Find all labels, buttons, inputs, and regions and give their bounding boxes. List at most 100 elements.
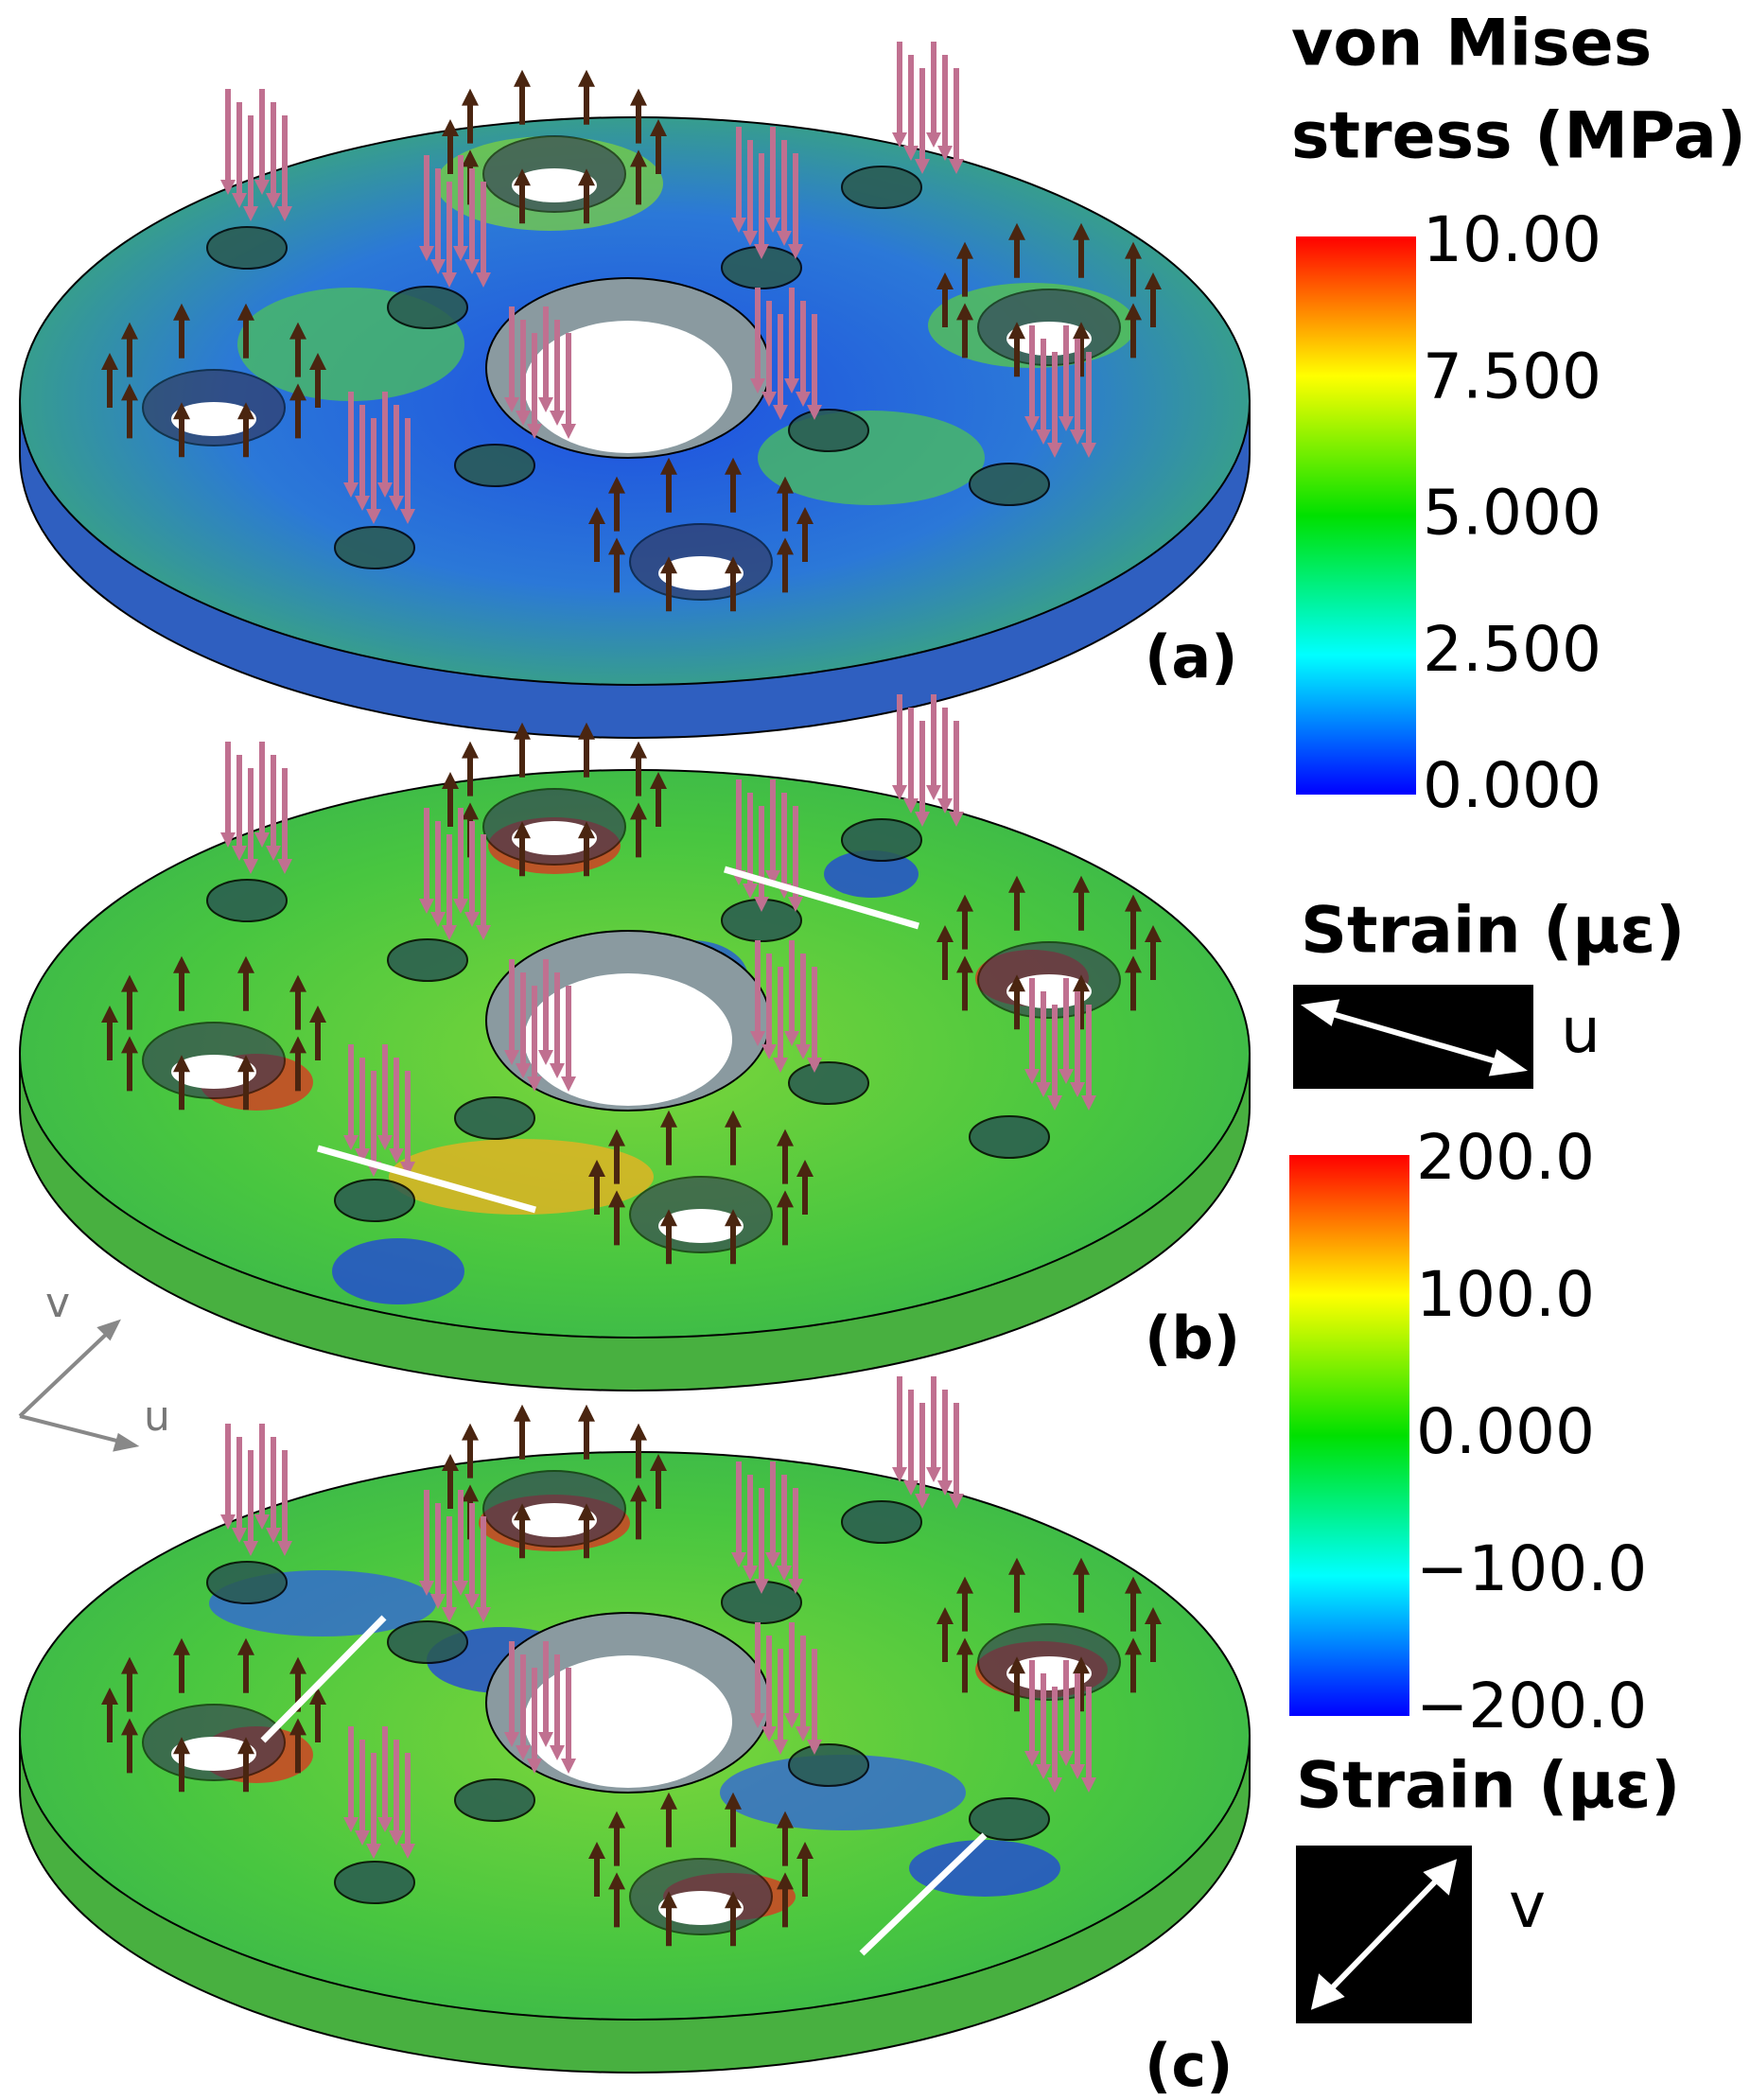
force-arrow: [750, 1031, 765, 1046]
force-arrow: [903, 146, 919, 161]
tick-label: 100.0: [1416, 1258, 1595, 1331]
force-arrow: [464, 1594, 480, 1609]
load-arrow: [1124, 303, 1142, 321]
load-arrow: [796, 1160, 814, 1177]
load-arrow: [236, 955, 254, 973]
force-arrow: [750, 1713, 765, 1728]
hole: [387, 938, 468, 982]
load-arrow: [1145, 272, 1162, 289]
load-arrow: [173, 955, 191, 973]
load-arrow: [514, 168, 532, 186]
force-arrow: [784, 378, 799, 394]
force-arrow: [761, 392, 777, 407]
load-arrow: [309, 1006, 326, 1023]
direction-label: v: [1509, 1869, 1546, 1942]
force-arrow: [232, 1528, 247, 1543]
colorbar: [1289, 1155, 1409, 1716]
load-arrow: [121, 322, 139, 340]
force-arrow: [892, 132, 907, 148]
direction-label: u: [1561, 994, 1601, 1067]
load-arrow: [1072, 322, 1090, 340]
load-arrow: [462, 1484, 480, 1502]
force-arrow: [561, 424, 576, 439]
load-arrow: [1008, 1557, 1026, 1575]
force-arrow: [419, 1581, 434, 1596]
load-arrow: [1008, 875, 1026, 893]
load-arrow: [608, 1129, 626, 1146]
stress-region: [332, 1238, 464, 1304]
force-arrow: [750, 378, 765, 394]
tick-label: 2.500: [1423, 613, 1601, 686]
direction-arrow: [859, 1832, 988, 1956]
hole: [969, 1115, 1050, 1159]
load-arrow: [796, 507, 814, 524]
force-arrow: [796, 392, 811, 407]
force-arrow: [796, 1044, 811, 1059]
force-arrow: [903, 798, 919, 814]
force-arrow: [743, 1566, 758, 1581]
force-arrow: [903, 1480, 919, 1496]
load-arrow: [121, 1718, 139, 1736]
load-arrow: [442, 1454, 459, 1471]
load-arrow: [936, 925, 954, 942]
loaded-hole: [171, 1737, 256, 1771]
force-arrow: [442, 1607, 457, 1622]
tick-label: −200.0: [1416, 1670, 1647, 1742]
force-arrow: [926, 132, 941, 148]
load-arrow: [956, 894, 974, 912]
force-arrow: [476, 925, 491, 940]
load-arrow: [1124, 1637, 1142, 1655]
force-arrow: [1081, 1095, 1096, 1111]
load-arrow: [1072, 875, 1090, 893]
load-arrow: [173, 1737, 191, 1755]
force-arrow: [773, 405, 788, 420]
load-arrow: [776, 1129, 794, 1146]
load-arrow: [289, 974, 306, 992]
loaded-hole: [171, 402, 256, 436]
load-arrow: [462, 802, 480, 820]
force-arrow: [419, 246, 434, 261]
load-arrow: [1145, 925, 1162, 942]
load-arrow: [724, 1891, 742, 1909]
legend-title: Strain (με): [1296, 1749, 1680, 1824]
load-arrow: [629, 741, 647, 759]
loaded-hole: [512, 168, 597, 202]
force-arrow: [765, 870, 780, 885]
load-arrow: [121, 1656, 139, 1674]
load-arrow: [173, 402, 191, 420]
force-arrow: [1024, 1069, 1040, 1084]
force-arrow: [430, 912, 446, 927]
load-arrow: [608, 1190, 626, 1208]
stress-region: [909, 1840, 1060, 1897]
force-arrow: [1047, 1095, 1062, 1111]
load-arrow: [956, 303, 974, 321]
load-arrow: [462, 149, 480, 167]
load-arrow: [289, 322, 306, 340]
force-arrow: [476, 1607, 491, 1622]
legend-title: stress (MPa): [1291, 99, 1746, 174]
panel-label: (c): [1145, 2031, 1233, 2100]
force-arrow: [754, 897, 769, 912]
load-arrow: [236, 1637, 254, 1655]
force-arrow: [220, 1514, 236, 1530]
load-arrow: [660, 1891, 678, 1909]
force-arrow: [464, 912, 480, 927]
force-arrow: [355, 496, 370, 511]
load-arrow: [309, 1688, 326, 1705]
force-arrow: [277, 206, 292, 221]
center-hole: [524, 1655, 732, 1788]
load-arrow: [1072, 1557, 1090, 1575]
force-arrow: [377, 482, 393, 498]
direction-arrow: [260, 1615, 387, 1743]
loaded-hole: [1006, 322, 1092, 356]
loaded-hole: [1006, 1656, 1092, 1690]
load-arrow: [514, 722, 532, 740]
force-arrow: [561, 1759, 576, 1774]
force-arrow: [788, 244, 803, 259]
force-arrow: [949, 1494, 964, 1509]
load-arrow: [608, 476, 626, 494]
hole: [387, 286, 468, 329]
load-arrow: [629, 1484, 647, 1502]
force-arrow: [1036, 1082, 1051, 1097]
load-arrow: [289, 383, 306, 401]
